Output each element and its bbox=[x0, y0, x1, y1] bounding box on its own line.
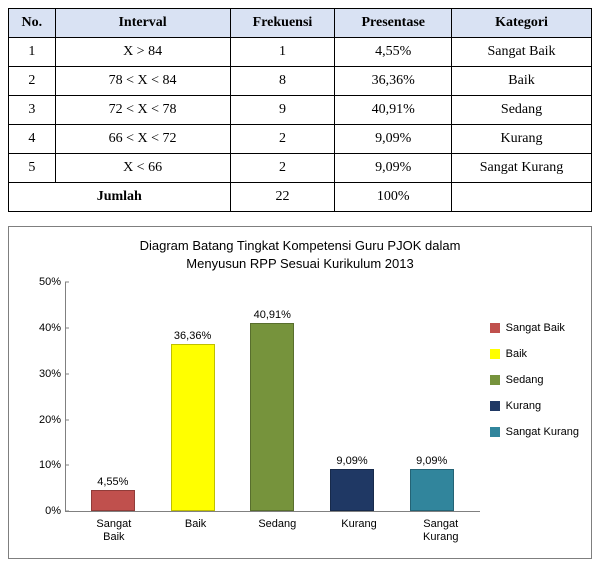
chart-title: Diagram Batang Tingkat Kompetensi Guru P… bbox=[21, 237, 579, 272]
table-cell: 9 bbox=[230, 96, 335, 125]
y-tick-mark bbox=[65, 282, 69, 283]
table-row: 1X > 8414,55%Sangat Baik bbox=[9, 38, 592, 67]
bar-wrap: 9,09% bbox=[322, 455, 382, 511]
bar bbox=[410, 469, 454, 511]
table-cell: 36,36% bbox=[335, 67, 452, 96]
table-cell: Baik bbox=[452, 67, 592, 96]
legend-item: Sangat Baik bbox=[490, 322, 579, 334]
table-cell: 8 bbox=[230, 67, 335, 96]
legend-label: Baik bbox=[506, 348, 527, 360]
x-axis-label: SangatBaik bbox=[84, 518, 144, 544]
table-cell: 78 < X < 84 bbox=[55, 67, 230, 96]
table-cell: 9,09% bbox=[335, 154, 452, 183]
chart-title-line1: Diagram Batang Tingkat Kompetensi Guru P… bbox=[140, 238, 461, 253]
x-axis-label: Kurang bbox=[329, 518, 389, 544]
legend-item: Baik bbox=[490, 348, 579, 360]
table-cell: 3 bbox=[9, 96, 56, 125]
chart-title-line2: Menyusun RPP Sesuai Kurikulum 2013 bbox=[186, 256, 413, 271]
table-cell: 5 bbox=[9, 154, 56, 183]
table-row: 466 < X < 7229,09%Kurang bbox=[9, 125, 592, 154]
table-cell: 4,55% bbox=[335, 38, 452, 67]
legend-swatch bbox=[490, 401, 500, 411]
y-tick-mark bbox=[65, 465, 69, 466]
x-axis-label: Sedang bbox=[247, 518, 307, 544]
bar-value-label: 4,55% bbox=[97, 476, 128, 488]
legend-item: Sedang bbox=[490, 374, 579, 386]
y-tick-mark bbox=[65, 327, 69, 328]
table-row: 372 < X < 78940,91%Sedang bbox=[9, 96, 592, 125]
table-cell: 1 bbox=[230, 38, 335, 67]
table-cell: 2 bbox=[230, 154, 335, 183]
bar-chart: Diagram Batang Tingkat Kompetensi Guru P… bbox=[8, 226, 592, 559]
col-interval: Interval bbox=[55, 9, 230, 38]
bar-value-label: 9,09% bbox=[416, 455, 447, 467]
frequency-table: No. Interval Frekuensi Presentase Katego… bbox=[8, 8, 592, 212]
col-frekuensi: Frekuensi bbox=[230, 9, 335, 38]
bar bbox=[330, 469, 374, 511]
legend-label: Kurang bbox=[506, 400, 541, 412]
legend-item: Sangat Kurang bbox=[490, 426, 579, 438]
bars-container: 4,55% 36,36% 40,91% 9,09% 9,09% bbox=[65, 282, 480, 511]
y-tick-mark bbox=[65, 419, 69, 420]
col-kategori: Kategori bbox=[452, 9, 592, 38]
legend-label: Sangat Kurang bbox=[506, 426, 579, 438]
legend-item: Kurang bbox=[490, 400, 579, 412]
chart-legend: Sangat Baik Baik Sedang Kurang Sangat Kurang bbox=[490, 282, 579, 438]
table-cell: 9,09% bbox=[335, 125, 452, 154]
table-row: 5X < 6629,09%Sangat Kurang bbox=[9, 154, 592, 183]
table-header-row: No. Interval Frekuensi Presentase Katego… bbox=[9, 9, 592, 38]
legend-swatch bbox=[490, 427, 500, 437]
footer-pct: 100% bbox=[335, 183, 452, 212]
y-tick-label: 10% bbox=[25, 459, 61, 471]
bar bbox=[171, 344, 215, 511]
table-cell: Kurang bbox=[452, 125, 592, 154]
bar-wrap: 40,91% bbox=[242, 309, 302, 511]
bar-value-label: 36,36% bbox=[174, 330, 211, 342]
y-tick-label: 30% bbox=[25, 368, 61, 380]
table-cell: Sedang bbox=[452, 96, 592, 125]
table-cell: X > 84 bbox=[55, 38, 230, 67]
bar-wrap: 9,09% bbox=[402, 455, 462, 511]
footer-empty bbox=[452, 183, 592, 212]
x-axis-labels: SangatBaik Baik Sedang Kurang SangatKurang bbox=[65, 512, 490, 544]
y-tick-label: 0% bbox=[25, 505, 61, 517]
bar bbox=[250, 323, 294, 511]
table-cell: Sangat Kurang bbox=[452, 154, 592, 183]
table-cell: 2 bbox=[9, 67, 56, 96]
legend-swatch bbox=[490, 375, 500, 385]
legend-label: Sedang bbox=[506, 374, 544, 386]
table-cell: 2 bbox=[230, 125, 335, 154]
footer-label: Jumlah bbox=[9, 183, 231, 212]
bar-wrap: 4,55% bbox=[83, 476, 143, 511]
col-no: No. bbox=[9, 9, 56, 38]
table-cell: Sangat Baik bbox=[452, 38, 592, 67]
table-cell: 4 bbox=[9, 125, 56, 154]
bar-value-label: 40,91% bbox=[254, 309, 291, 321]
x-axis-label: SangatKurang bbox=[411, 518, 471, 544]
bar bbox=[91, 490, 135, 511]
bar-wrap: 36,36% bbox=[163, 330, 223, 511]
table-row: 278 < X < 84836,36%Baik bbox=[9, 67, 592, 96]
x-axis-label: Baik bbox=[166, 518, 226, 544]
legend-label: Sangat Baik bbox=[506, 322, 565, 334]
table-footer-row: Jumlah 22 100% bbox=[9, 183, 592, 212]
table-cell: 40,91% bbox=[335, 96, 452, 125]
y-tick-label: 50% bbox=[25, 276, 61, 288]
y-tick-label: 20% bbox=[25, 414, 61, 426]
y-tick-mark bbox=[65, 373, 69, 374]
y-tick-label: 40% bbox=[25, 322, 61, 334]
table-cell: X < 66 bbox=[55, 154, 230, 183]
legend-swatch bbox=[490, 323, 500, 333]
table-cell: 1 bbox=[9, 38, 56, 67]
col-presentase: Presentase bbox=[335, 9, 452, 38]
table-cell: 66 < X < 72 bbox=[55, 125, 230, 154]
footer-frek: 22 bbox=[230, 183, 335, 212]
chart-plot-area: 4,55%36,36%40,91%9,09%9,09% 0%10%20%30%4… bbox=[65, 282, 480, 512]
table-cell: 72 < X < 78 bbox=[55, 96, 230, 125]
bar-value-label: 9,09% bbox=[336, 455, 367, 467]
y-tick-mark bbox=[65, 511, 69, 512]
legend-swatch bbox=[490, 349, 500, 359]
